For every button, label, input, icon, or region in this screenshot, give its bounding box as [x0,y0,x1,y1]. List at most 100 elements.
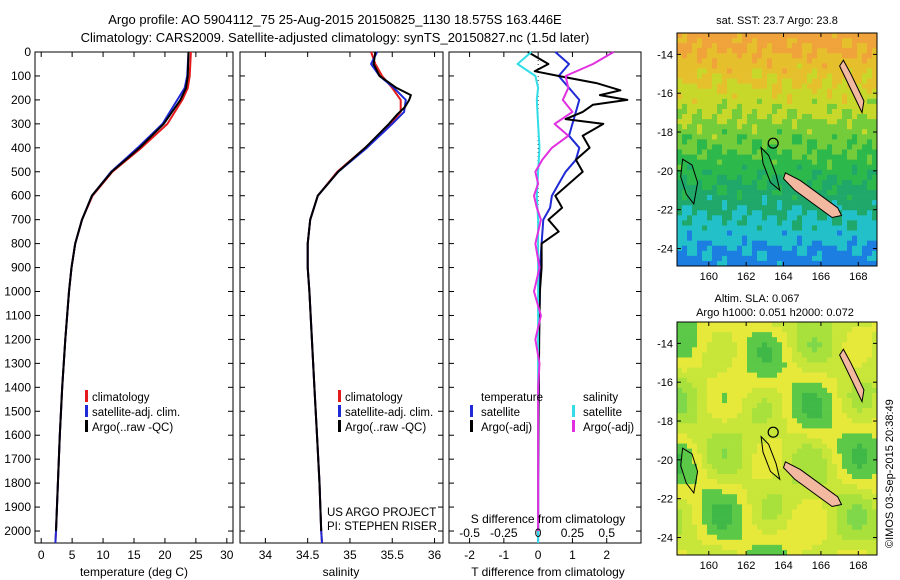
map-cell [867,119,873,125]
map-cell [707,190,713,196]
map-cell [837,184,843,191]
map-cell [707,139,713,145]
map-cell [802,519,808,525]
temperature-panel-frame [34,51,234,544]
map-cell [867,479,873,485]
map-cell [797,397,803,404]
map-cell [772,73,778,79]
map-cell [827,387,833,394]
map-cell [682,484,688,490]
map-cell [762,260,768,267]
map-cell [767,169,773,176]
map-cell [797,205,803,211]
map-cell [837,377,843,384]
map-cell [742,458,748,465]
series-line-salinity-argo-adj- [533,51,615,531]
map-cell [712,260,718,267]
map-cell [852,108,858,115]
map-cell [742,58,748,64]
map-cell [727,230,733,236]
map-cell [712,387,718,394]
map-cell [677,372,683,379]
map-cell [812,458,818,465]
map-cell [677,397,683,404]
map-cell [717,327,723,333]
map-cell [797,250,803,257]
map-cell [747,179,753,186]
map-cell [752,484,758,490]
map-cell [762,418,768,424]
map-cell [712,377,718,384]
map-cell [792,48,798,54]
map-cell [787,83,793,90]
map-cell [867,63,873,69]
map-cell [717,428,723,434]
map-cell [782,184,788,191]
map-cell [857,134,863,140]
map-cell [717,195,723,201]
map-cell [842,169,848,176]
map-cell [777,159,783,165]
map-cell [677,184,683,191]
map-cell [832,38,838,44]
map-cell [817,53,823,59]
difference-legend: temperature satellite Argo(-adj) salinit… [470,392,634,434]
map-cell [707,539,713,546]
map-cell [817,144,823,150]
map-cell [742,200,748,206]
map-cell [762,190,768,196]
map-cell [867,240,873,247]
map-cell [837,392,843,399]
map-cell [827,98,833,105]
map-cell [832,397,838,404]
map-cell [682,195,688,201]
map-cell [757,88,763,95]
map-cell [827,68,833,74]
map-cell [842,250,848,257]
map-cell [782,544,788,551]
map-cell [872,397,878,404]
map-cell [727,103,733,110]
map-cell [752,114,758,120]
map-cell [732,352,738,358]
map-cell [692,423,698,429]
map-cell [692,327,698,333]
map-cell [687,220,693,226]
map-cell [822,149,828,155]
map-cell [837,139,843,145]
map-cell [852,332,858,338]
map-cell [802,240,808,247]
map-cell [732,73,738,79]
map-cell [837,489,843,495]
map-cell [842,504,848,510]
map-cell [682,124,688,130]
map-cell [752,174,758,181]
map-cell [857,215,863,221]
map-cell [707,347,713,353]
map-cell [767,499,773,505]
map-cell [682,245,688,252]
map-cell [692,129,698,135]
map-cell [682,327,688,333]
map-cell [692,240,698,247]
map-cell [847,418,853,424]
map-cell [707,53,713,59]
map-cell [752,190,758,196]
map-cell [717,114,723,120]
map-cell [827,473,833,480]
map-cell [852,347,858,353]
map-cell [697,403,703,409]
map-cell [697,98,703,105]
map-cell [692,499,698,505]
map-cell [862,114,868,120]
map-cell [752,103,758,110]
map-cell [762,235,768,241]
map-cell [817,362,823,368]
map-cell [697,48,703,54]
map-cell [712,215,718,221]
map-cell [692,514,698,520]
map-cell [777,114,783,120]
map-cell [837,514,843,520]
map-cell [847,108,853,115]
map-cell [862,544,868,551]
